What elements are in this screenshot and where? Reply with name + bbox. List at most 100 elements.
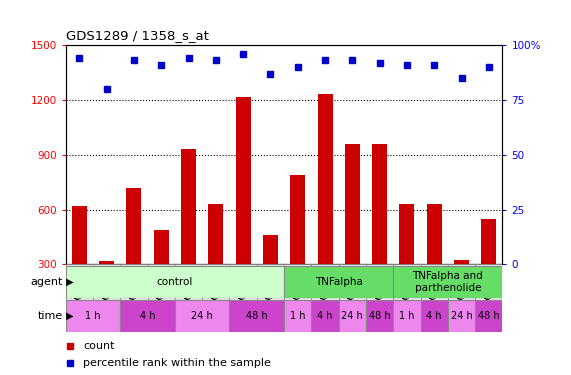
Bar <box>393 264 421 300</box>
Bar <box>208 204 223 264</box>
Bar <box>230 300 284 332</box>
Bar <box>72 206 87 264</box>
Text: 24 h: 24 h <box>341 311 363 321</box>
Bar <box>147 264 175 300</box>
Bar <box>290 175 305 264</box>
Bar <box>284 266 393 298</box>
Text: GSM47316: GSM47316 <box>430 266 439 315</box>
Bar <box>175 300 230 332</box>
Text: GSM47314: GSM47314 <box>375 266 384 315</box>
Text: GSM47305: GSM47305 <box>130 266 138 315</box>
Bar <box>66 264 93 300</box>
Text: 24 h: 24 h <box>191 311 213 321</box>
Text: 1 h: 1 h <box>85 311 100 321</box>
Bar <box>284 264 311 300</box>
Text: ▶: ▶ <box>63 311 74 321</box>
Text: GSM47316: GSM47316 <box>430 266 439 315</box>
Text: GSM47313: GSM47313 <box>348 266 357 315</box>
Bar <box>317 94 332 264</box>
Text: agent: agent <box>30 277 63 287</box>
Text: GSM47309: GSM47309 <box>239 266 248 315</box>
Bar <box>366 264 393 300</box>
Bar <box>393 300 421 332</box>
Bar <box>448 264 475 300</box>
Bar <box>99 261 114 264</box>
Text: GSM47320: GSM47320 <box>484 266 493 315</box>
Bar <box>372 144 387 264</box>
Text: GSM47311: GSM47311 <box>293 266 302 315</box>
Text: GSM47314: GSM47314 <box>375 266 384 315</box>
Bar <box>475 264 502 300</box>
Text: 48 h: 48 h <box>246 311 268 321</box>
Text: GSM47315: GSM47315 <box>403 266 412 315</box>
Bar <box>230 264 257 300</box>
Bar <box>339 264 366 300</box>
Text: GSM47302: GSM47302 <box>75 266 84 315</box>
Bar <box>475 300 502 332</box>
Text: GSM47309: GSM47309 <box>239 266 248 315</box>
Text: 1 h: 1 h <box>399 311 415 321</box>
Bar <box>126 188 142 264</box>
Text: 1 h: 1 h <box>290 311 305 321</box>
Text: GSM47315: GSM47315 <box>403 266 412 315</box>
Text: GSM47312: GSM47312 <box>320 266 329 315</box>
Text: GDS1289 / 1358_s_at: GDS1289 / 1358_s_at <box>66 30 208 42</box>
Bar <box>93 264 120 300</box>
Bar <box>175 264 202 300</box>
Bar <box>339 300 366 332</box>
Bar <box>427 204 442 264</box>
Bar <box>154 230 168 264</box>
Bar <box>454 260 469 264</box>
Bar <box>311 264 339 300</box>
Bar <box>236 97 251 264</box>
Bar <box>366 300 393 332</box>
Text: GSM47311: GSM47311 <box>293 266 302 315</box>
Text: 4 h: 4 h <box>140 311 155 321</box>
Bar <box>421 300 448 332</box>
Text: GSM47318: GSM47318 <box>457 266 466 315</box>
Bar <box>284 300 311 332</box>
Bar <box>393 266 502 298</box>
Text: GSM47318: GSM47318 <box>457 266 466 315</box>
Text: TNFalpha: TNFalpha <box>315 277 363 287</box>
Text: ▶: ▶ <box>63 277 74 287</box>
Text: control: control <box>156 277 193 287</box>
Text: GSM47305: GSM47305 <box>130 266 138 315</box>
Text: GSM47312: GSM47312 <box>320 266 329 315</box>
Bar <box>481 219 496 264</box>
Bar <box>257 264 284 300</box>
Bar <box>400 204 415 264</box>
Text: GSM47304: GSM47304 <box>102 266 111 315</box>
Text: GSM47310: GSM47310 <box>266 266 275 315</box>
Bar <box>181 149 196 264</box>
Text: 24 h: 24 h <box>451 311 472 321</box>
Text: GSM47307: GSM47307 <box>184 266 193 315</box>
Text: GSM47307: GSM47307 <box>184 266 193 315</box>
Text: GSM47313: GSM47313 <box>348 266 357 315</box>
Bar <box>448 300 475 332</box>
Text: GSM47304: GSM47304 <box>102 266 111 315</box>
Text: GSM47308: GSM47308 <box>211 266 220 315</box>
Text: time: time <box>38 311 63 321</box>
Bar <box>66 266 284 298</box>
Text: GSM47320: GSM47320 <box>484 266 493 315</box>
Text: 4 h: 4 h <box>427 311 442 321</box>
Bar <box>311 300 339 332</box>
Text: 48 h: 48 h <box>369 311 391 321</box>
Bar <box>66 300 120 332</box>
Text: 48 h: 48 h <box>478 311 500 321</box>
Text: GSM47306: GSM47306 <box>156 266 166 315</box>
Text: GSM47302: GSM47302 <box>75 266 84 315</box>
Text: GSM47306: GSM47306 <box>156 266 166 315</box>
Text: TNFalpha and
parthenolide: TNFalpha and parthenolide <box>412 272 483 293</box>
Bar <box>345 144 360 264</box>
Bar <box>263 235 278 264</box>
Bar <box>202 264 230 300</box>
Text: GSM47310: GSM47310 <box>266 266 275 315</box>
Text: GSM47308: GSM47308 <box>211 266 220 315</box>
Text: percentile rank within the sample: percentile rank within the sample <box>83 358 271 368</box>
Bar <box>120 300 175 332</box>
Text: count: count <box>83 341 115 351</box>
Text: 4 h: 4 h <box>317 311 333 321</box>
Bar <box>120 264 147 300</box>
